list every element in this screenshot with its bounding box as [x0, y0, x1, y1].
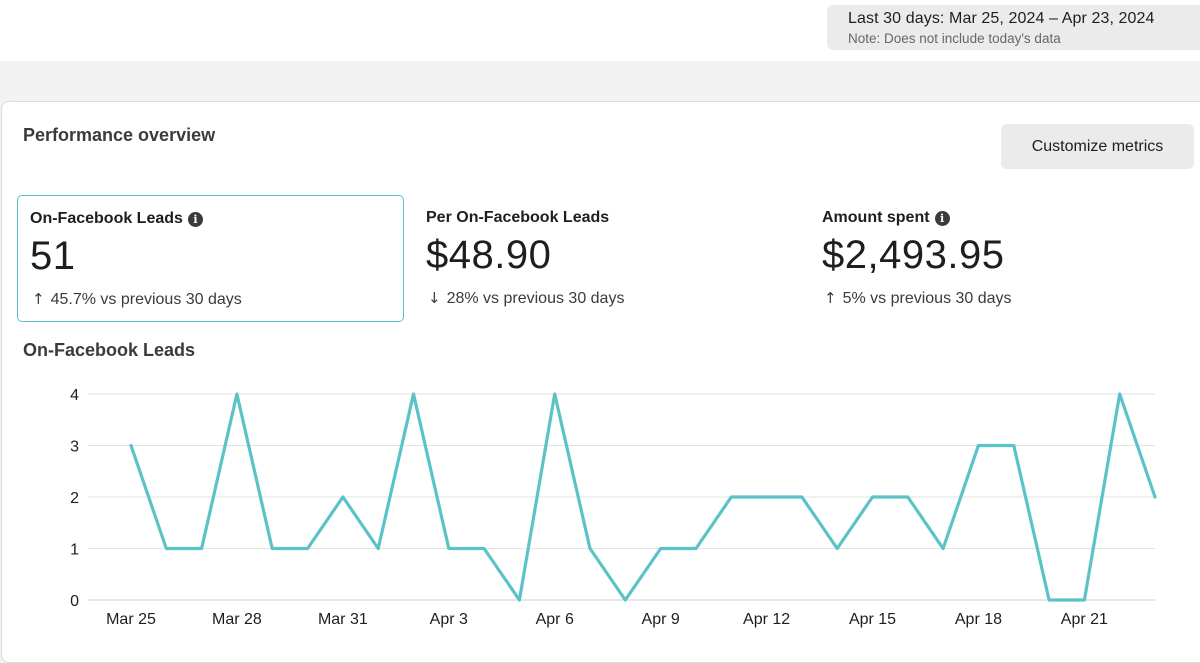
- x-tick-label: Apr 18: [955, 611, 1002, 628]
- y-tick-label: 4: [70, 387, 79, 404]
- leads-line-chart: 0 1 2 3 4 Mar 25 Mar 28 Mar 31 Apr 3 Apr 6 Apr 9 Ap…: [0, 0, 1200, 648]
- x-tick-label: Mar 25: [106, 611, 156, 628]
- y-tick-label: 0: [70, 593, 79, 610]
- x-tick-label: Apr 12: [743, 611, 790, 628]
- x-tick-label: Apr 21: [1061, 611, 1108, 628]
- x-tick-label: Apr 9: [642, 611, 680, 628]
- y-tick-label: 2: [70, 490, 79, 507]
- x-tick-label: Apr 3: [430, 611, 468, 628]
- y-tick-label: 1: [70, 542, 79, 559]
- x-tick-label: Mar 28: [212, 611, 262, 628]
- x-tick-label: Apr 15: [849, 611, 896, 628]
- y-tick-label: 3: [70, 439, 79, 456]
- x-tick-label: Mar 31: [318, 611, 368, 628]
- x-tick-label: Apr 6: [536, 611, 574, 628]
